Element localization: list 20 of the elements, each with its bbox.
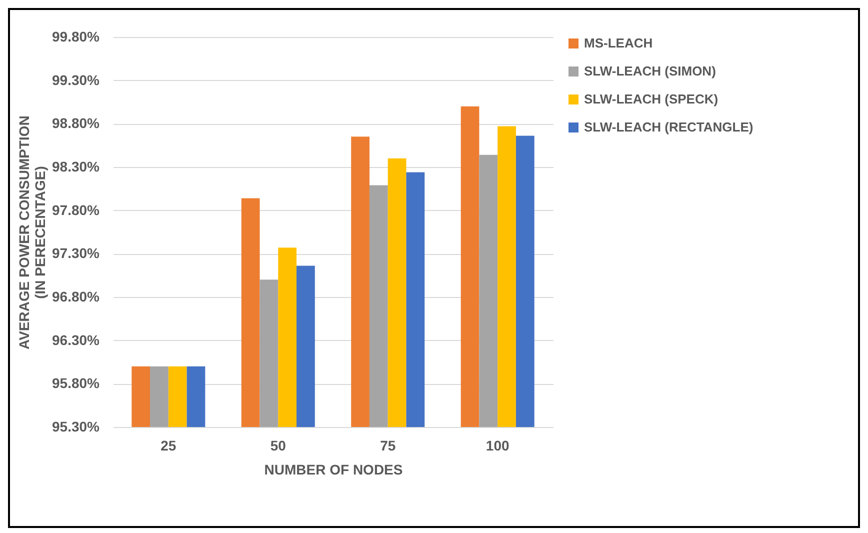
x-axis-title: NUMBER OF NODES [264,462,403,478]
y-tick-label: 95.80% [52,375,100,392]
legend-label: SLW-LEACH (SPECK) [584,92,718,106]
y-tick-label: 97.30% [52,245,100,262]
y-tick-label: 98.30% [52,158,100,174]
x-tick-label: 50 [270,438,286,454]
y-axis-title: AVERAGE POWER CONSUMPTION (IN PERECENTAGE) [16,116,48,350]
legend-label: SLW-LEACH (SIMON) [584,64,716,78]
y-tick-label: 96.30% [52,332,100,348]
legend-label: SLW-LEACH (RECTANGLE) [584,120,754,134]
y-tick-label: 98.80% [52,115,100,132]
x-tick-label: 75 [380,438,396,454]
legend-label: MS-LEACH [584,36,653,50]
x-tick-label: 25 [160,438,176,454]
y-tick-label: 96.80% [52,288,100,304]
y-tick-label: 99.30% [52,72,100,88]
x-tick-label: 100 [486,438,510,454]
y-tick-label: 97.80% [52,202,100,218]
y-tick-label: 99.80% [52,28,100,44]
y-tick-label: 95.30% [52,418,100,434]
